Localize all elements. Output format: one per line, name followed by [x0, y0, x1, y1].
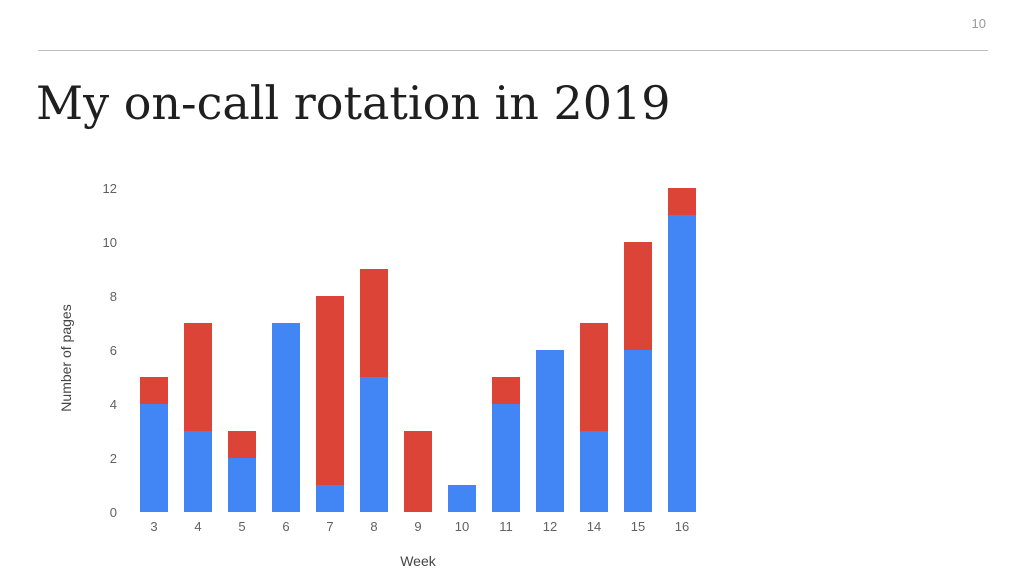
page-number: 10	[971, 16, 986, 31]
x-tick-label: 11	[499, 519, 513, 534]
x-tick-label: 9	[414, 519, 421, 534]
bar-segment-series-1	[668, 215, 696, 512]
bar-segment-series-1	[140, 404, 168, 512]
x-tick-label: 10	[455, 519, 469, 534]
bar-segment-series-1	[492, 404, 520, 512]
y-tick-label: 8	[110, 289, 117, 304]
bar-segment-series-2	[404, 431, 432, 512]
bar-segment-series-2	[228, 431, 256, 458]
bar-segment-series-1	[536, 350, 564, 512]
bar-segment-series-2	[624, 242, 652, 350]
y-tick-label: 10	[103, 235, 117, 250]
x-tick-label: 6	[282, 519, 289, 534]
x-tick-label: 3	[150, 519, 157, 534]
x-axis-label: Week	[400, 553, 437, 569]
bar-segment-series-1	[624, 350, 652, 512]
y-tick-label: 4	[110, 397, 117, 412]
y-tick-label: 0	[110, 505, 117, 520]
bar-segment-series-2	[492, 377, 520, 404]
x-tick-label: 7	[326, 519, 333, 534]
y-tick-label: 2	[110, 451, 117, 466]
bar-segment-series-1	[228, 458, 256, 512]
x-tick-label: 14	[587, 519, 601, 534]
bar-segment-series-1	[360, 377, 388, 512]
bar-segment-series-2	[360, 269, 388, 377]
y-tick-label: 6	[110, 343, 117, 358]
x-tick-label: 5	[238, 519, 245, 534]
bar-segment-series-2	[580, 323, 608, 431]
bar-segment-series-2	[316, 296, 344, 485]
x-tick-label: 15	[631, 519, 645, 534]
bar-segment-series-1	[580, 431, 608, 512]
bar-segment-series-1	[184, 431, 212, 512]
bar-segment-series-1	[272, 323, 300, 512]
x-tick-label: 4	[194, 519, 201, 534]
x-tick-label: 12	[543, 519, 557, 534]
y-axis-label: Number of pages	[58, 304, 74, 411]
bars	[140, 188, 696, 512]
header-divider	[38, 50, 988, 51]
bar-segment-series-1	[316, 485, 344, 512]
bar-segment-series-2	[668, 188, 696, 215]
bar-segment-series-1	[448, 485, 476, 512]
y-tick-label: 12	[103, 181, 117, 196]
bar-segment-series-2	[140, 377, 168, 404]
bar-segment-series-2	[184, 323, 212, 431]
slide-title: My on-call rotation in 2019	[36, 76, 671, 130]
x-tick-label: 16	[675, 519, 689, 534]
x-tick-label: 8	[370, 519, 377, 534]
x-axis-ticks: 3 4 5 6 7 8 9 10 11 12 14 15 16	[150, 519, 689, 534]
y-axis-ticks: 0 2 4 6 8 10 12	[103, 181, 117, 520]
